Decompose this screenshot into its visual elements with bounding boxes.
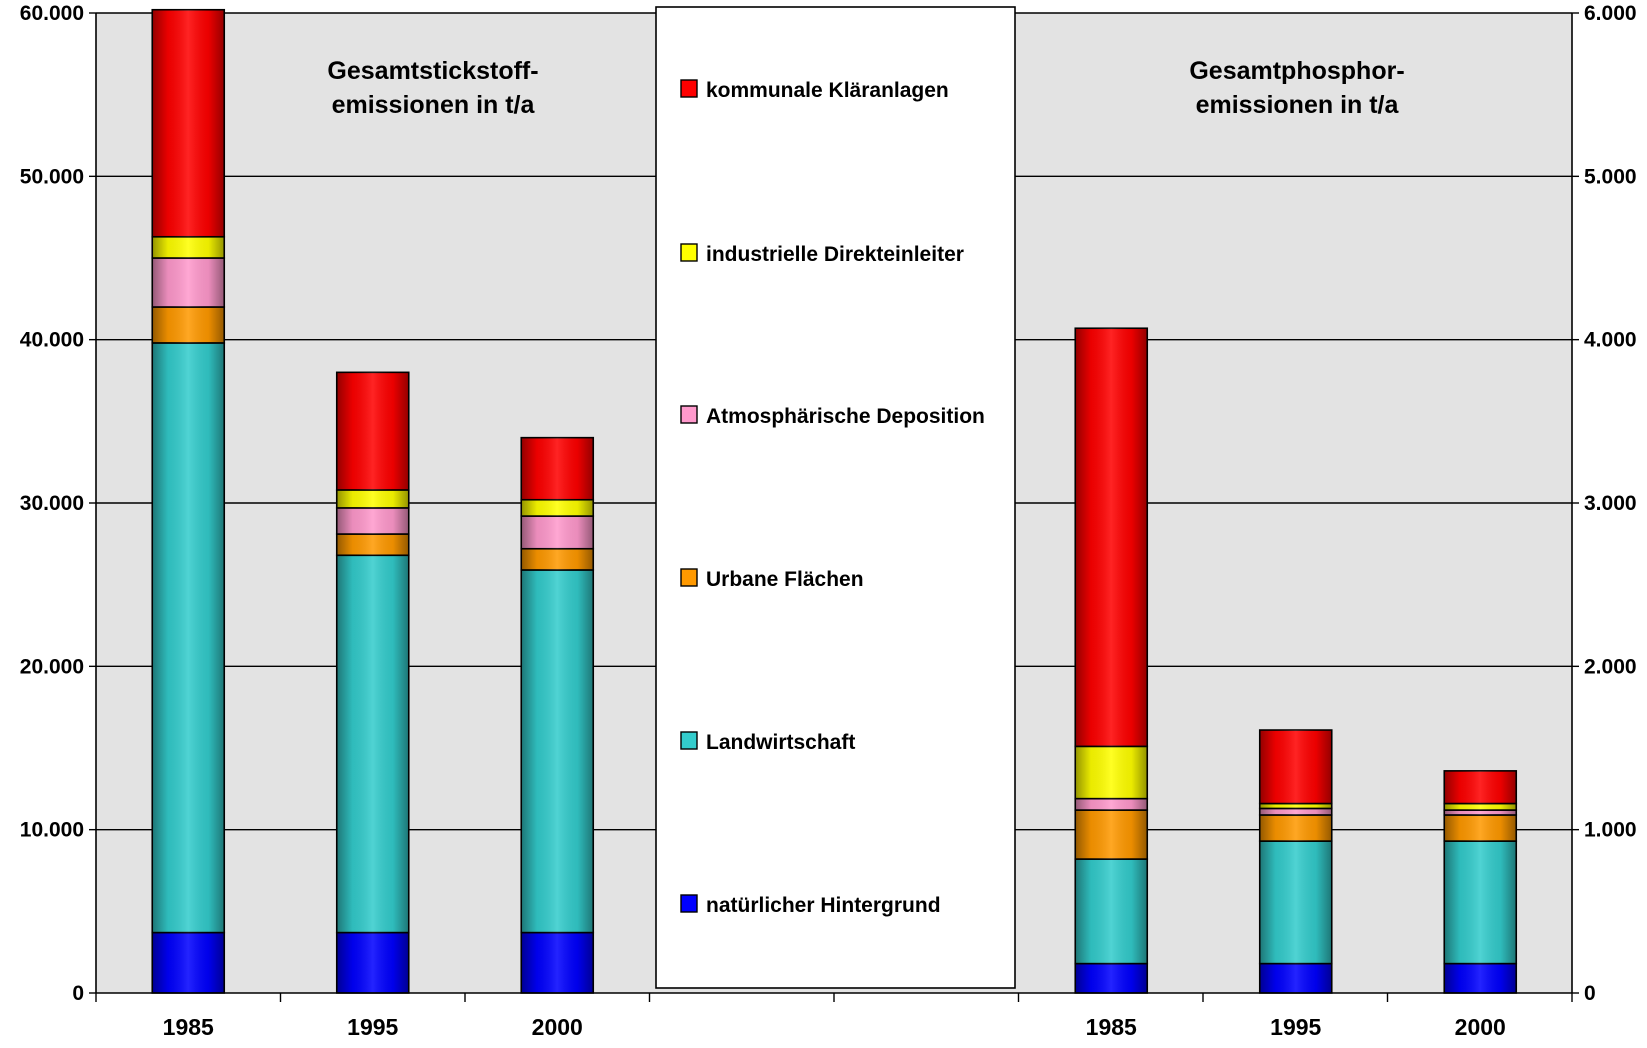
bar-segment-shading	[521, 569, 594, 933]
x-tick-label: 1985	[163, 1014, 214, 1040]
bar-segment-shading	[1444, 810, 1517, 815]
bar-segment-shading	[152, 307, 225, 343]
left-axis-tick-label: 40.000	[20, 329, 84, 352]
bar-segment-shading	[336, 372, 409, 490]
bar-segment-shading	[521, 516, 594, 549]
legend-swatch	[680, 243, 698, 262]
bar-segment-shading	[1259, 730, 1332, 804]
bar-segment-shading	[336, 534, 409, 556]
bar-segment-shading	[152, 258, 225, 307]
bar-segment-shading	[1259, 814, 1332, 842]
bar-segment-shading	[1444, 963, 1517, 993]
legend-label: Atmosphärische Deposition	[706, 405, 985, 428]
left-axis-tick-label: 10.000	[20, 819, 84, 842]
x-tick-label: 1995	[1270, 1014, 1321, 1040]
x-tick-label: 2000	[1455, 1014, 1506, 1040]
legend-swatch	[680, 894, 698, 913]
right-axis-tick-label: 3.000	[1584, 492, 1637, 515]
bar-segment-shading	[336, 555, 409, 933]
bar-segment-shading	[1075, 798, 1148, 811]
right-axis-tick-label: 5.000	[1584, 165, 1637, 188]
legend-label: kommunale Kläranlagen	[706, 79, 949, 102]
bar-segment-shading	[152, 342, 225, 933]
bar-segment-shading	[521, 437, 594, 500]
bar-segment-shading	[152, 236, 225, 258]
legend-label: industrielle Direkteinleiter	[706, 243, 964, 266]
bar-segment-shading	[152, 932, 225, 993]
right-axis-tick-label: 4.000	[1584, 329, 1637, 352]
legend-swatch	[680, 568, 698, 587]
bar-segment-shading	[1444, 814, 1517, 842]
right-axis-tick-label: 6.000	[1584, 2, 1637, 25]
panel-title: emissionen in t/a	[1196, 91, 1400, 119]
bar-segment-shading	[521, 548, 594, 570]
left-axis-tick-label: 50.000	[20, 165, 84, 188]
legend-swatch	[680, 731, 698, 750]
bar-segment-shading	[336, 489, 409, 508]
legend-label: Landwirtschaft	[706, 731, 855, 754]
legend-label: Urbane Flächen	[706, 568, 864, 591]
bar-segment-shading	[521, 932, 594, 993]
panel-title: Gesamtstickstoff-	[327, 57, 538, 85]
legend-swatch	[680, 79, 698, 98]
bar-segment-shading	[1075, 810, 1148, 860]
bar-segment-shading	[1444, 841, 1517, 964]
x-tick-label: 1995	[347, 1014, 398, 1040]
bar-segment-shading	[1444, 770, 1517, 804]
bar-segment-shading	[1444, 803, 1517, 811]
left-axis-tick-label: 0	[72, 982, 84, 1005]
right-axis-tick-label: 2.000	[1584, 655, 1637, 678]
bar-segment-shading	[336, 507, 409, 535]
x-tick-label: 2000	[532, 1014, 583, 1040]
bar-segment-shading	[1075, 746, 1148, 799]
left-axis-tick-label: 30.000	[20, 492, 84, 515]
left-axis-tick-label: 20.000	[20, 655, 84, 678]
x-tick-label: 1985	[1086, 1014, 1137, 1040]
bar-segment-shading	[1259, 808, 1332, 815]
bar-segment-shading	[1259, 841, 1332, 964]
bar-segment-shading	[1075, 328, 1148, 747]
legend-label: natürlicher Hintergrund	[706, 894, 941, 917]
bar-segment-shading	[521, 499, 594, 517]
right-axis-tick-label: 0	[1584, 982, 1596, 1005]
left-axis-tick-label: 60.000	[20, 2, 84, 25]
bar-segment-shading	[1075, 859, 1148, 964]
bar-segment-shading	[1259, 803, 1332, 809]
bar-segment-shading	[1259, 963, 1332, 993]
bar-segment-shading	[1075, 963, 1148, 993]
legend	[655, 6, 1016, 989]
legend-swatch	[680, 405, 698, 424]
right-axis-tick-label: 1.000	[1584, 819, 1637, 842]
bar-segment-shading	[336, 932, 409, 993]
panel-title: emissionen in t/a	[332, 91, 536, 119]
panel-title: Gesamtphosphor-	[1189, 57, 1404, 85]
bar-segment-shading	[152, 9, 225, 237]
